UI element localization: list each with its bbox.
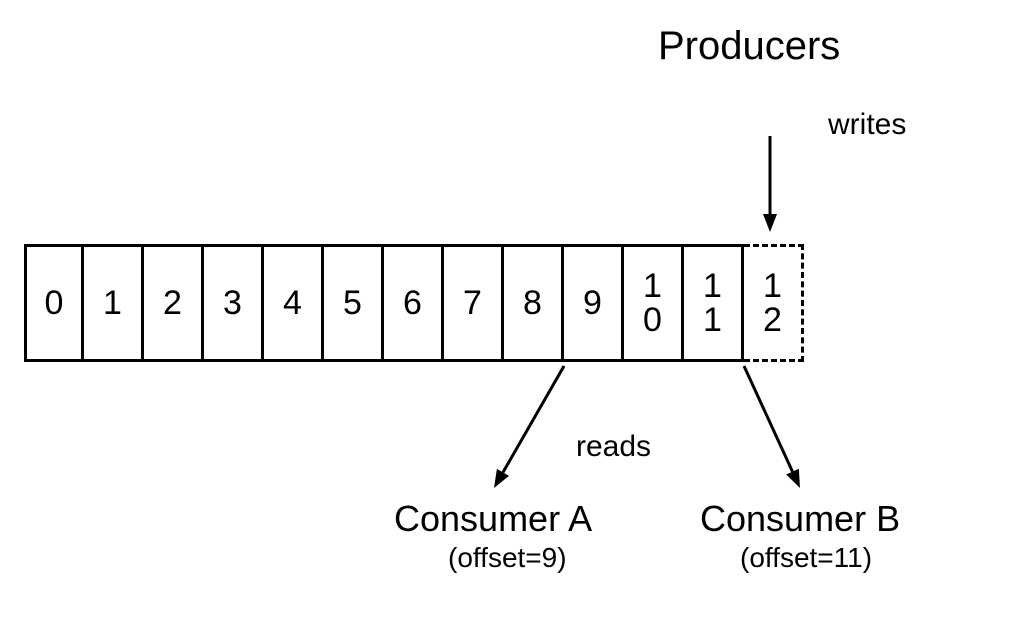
partition-cell: 8 (504, 244, 564, 362)
partition-cell-label: 7 (463, 286, 482, 320)
partition-cell-label: 0 (45, 286, 64, 320)
partition-cell-label: 5 (343, 286, 362, 320)
partition-cell-label: 10 (643, 269, 662, 337)
producer-arrow-head (763, 214, 777, 232)
consumer-b-arrow-line (744, 366, 792, 472)
reads-label: reads (576, 430, 651, 464)
partition-cell-label: 4 (283, 286, 302, 320)
partition-cell: 4 (264, 244, 324, 362)
partition-cell-label: 3 (223, 286, 242, 320)
partition-row: 0123456789101112 (24, 244, 804, 362)
consumer-b-arrow-head (786, 469, 800, 488)
consumer-a-arrow-line (503, 366, 564, 472)
consumer-a-title: Consumer A (394, 498, 592, 540)
partition-cell-label: 6 (403, 286, 422, 320)
partition-cell-label: 12 (763, 269, 782, 337)
consumer-b-subtitle: (offset=11) (740, 542, 872, 574)
partition-cell: 3 (204, 244, 264, 362)
partition-cell: 7 (444, 244, 504, 362)
partition-cell-label: 9 (583, 286, 602, 320)
partition-cell: 0 (24, 244, 84, 362)
partition-cell: 10 (624, 244, 684, 362)
consumer-b-title: Consumer B (700, 498, 900, 540)
consumer-a-arrow-head (494, 469, 509, 488)
writes-label: writes (828, 108, 906, 142)
partition-cell-label: 11 (703, 269, 722, 337)
partition-cell: 2 (144, 244, 204, 362)
consumer-a-subtitle: (offset=9) (448, 542, 567, 574)
diagram-canvas: Producers writes 0123456789101112 reads … (0, 0, 1024, 624)
partition-cell-label: 8 (523, 286, 542, 320)
partition-cell-label: 2 (163, 286, 182, 320)
partition-cell: 12 (744, 244, 804, 362)
partition-cell: 6 (384, 244, 444, 362)
partition-cell: 5 (324, 244, 384, 362)
partition-cell-label: 1 (103, 286, 122, 320)
producers-title: Producers (658, 24, 840, 69)
partition-cell: 11 (684, 244, 744, 362)
partition-cell: 9 (564, 244, 624, 362)
partition-cell: 1 (84, 244, 144, 362)
